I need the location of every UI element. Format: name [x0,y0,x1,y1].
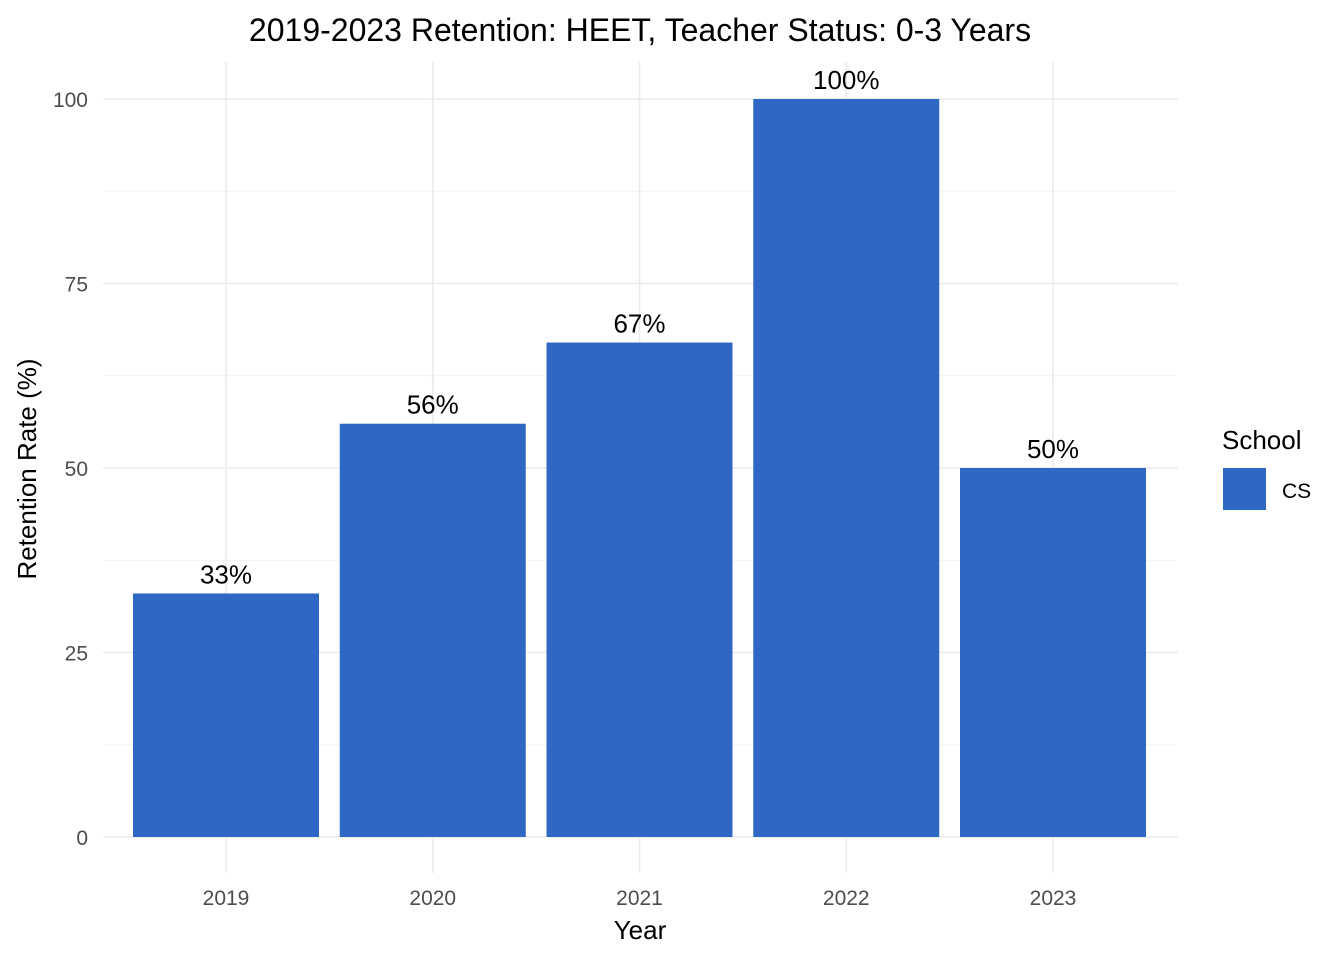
bar-2023 [960,468,1146,837]
bar-labels: 33% 56% 67% 100% 50% [200,65,1079,589]
y-tick-label: 25 [65,643,88,666]
bar-label-2023: 50% [1027,434,1079,464]
bar-label-2022: 100% [813,65,880,95]
chart-title: 2019-2023 Retention: HEET, Teacher Statu… [249,12,1031,48]
legend-label-cs: CS [1282,480,1311,503]
bar-label-2020: 56% [407,390,459,420]
bar-2021 [546,342,733,837]
bar-2020 [339,423,526,837]
legend-title: School [1222,425,1302,455]
bar-label-2019: 33% [200,559,252,589]
x-axis-ticks: 2019 2020 2021 2022 2023 [203,887,1077,910]
legend: School CS [1222,425,1311,510]
x-tick-label: 2021 [616,887,663,910]
y-axis-ticks: 0 25 50 75 100 [53,89,88,850]
y-tick-label: 50 [65,458,88,481]
x-tick-label: 2023 [1030,887,1077,910]
x-axis-title: Year [614,915,667,945]
y-tick-label: 75 [65,274,88,297]
bar-label-2021: 67% [613,309,665,339]
x-tick-label: 2022 [823,887,870,910]
x-tick-label: 2019 [203,887,250,910]
bar-2019 [133,593,319,837]
y-axis-title: Retention Rate (%) [12,358,42,579]
y-tick-label: 100 [53,89,88,112]
bars [133,99,1146,837]
x-tick-label: 2020 [409,887,456,910]
y-tick-label: 0 [76,827,88,850]
legend-swatch-cs [1223,468,1266,510]
bar-2022 [753,99,940,837]
